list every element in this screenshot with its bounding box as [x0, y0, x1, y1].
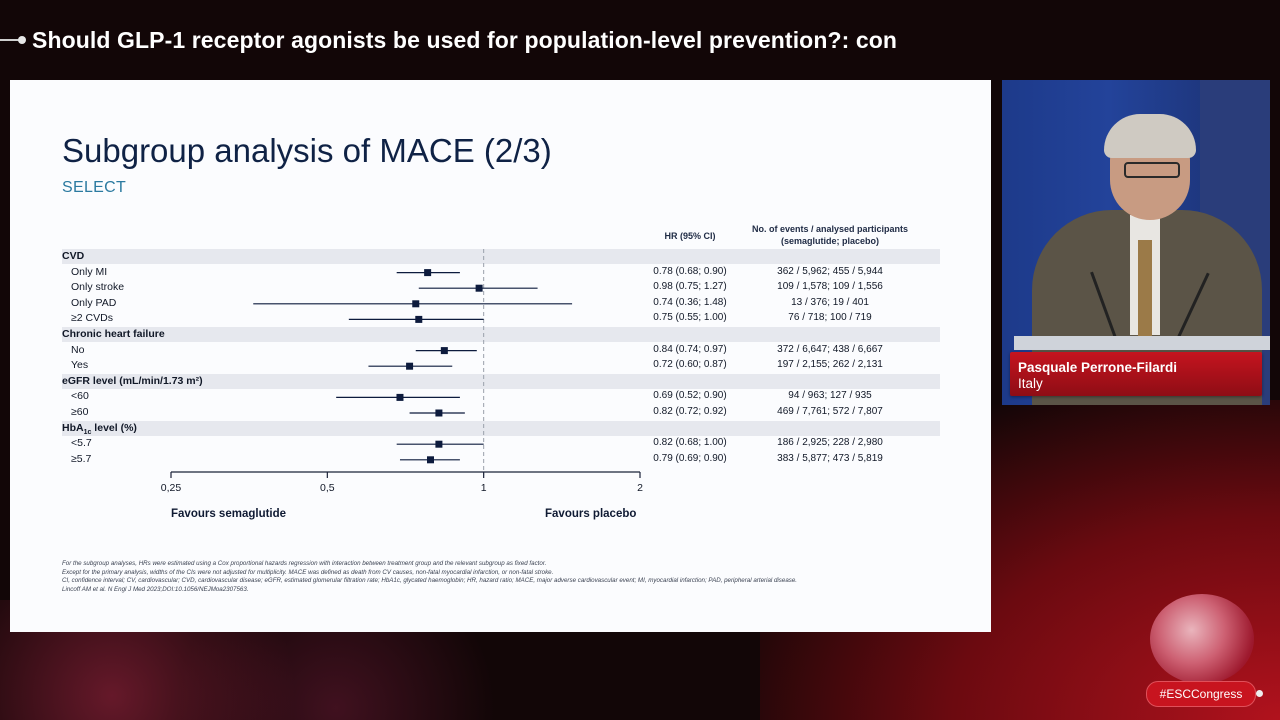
title-bullet-icon: [0, 39, 22, 41]
congress-globe-logo: [1150, 594, 1254, 684]
podium: [1014, 336, 1270, 350]
speaker-name-plate: Pasquale Perrone-Filardi Italy: [1010, 352, 1262, 396]
broadcast-title-bar: Should GLP-1 receptor agonists be used f…: [0, 18, 1000, 62]
speaker-glasses-icon: [1124, 162, 1180, 178]
speaker-name: Pasquale Perrone-Filardi: [1018, 360, 1177, 375]
footnote-line: CI, confidence interval; CV, cardiovascu…: [62, 577, 932, 586]
hr-point-marker: [412, 300, 419, 307]
hr-point-marker: [476, 285, 483, 292]
hashtag-dot-icon: [1256, 690, 1263, 697]
footnotes: For the subgroup analyses, HRs were esti…: [62, 560, 932, 594]
hr-point-marker: [424, 269, 431, 276]
broadcast-title: Should GLP-1 receptor agonists be used f…: [32, 27, 897, 54]
x-tick-label: 0,25: [161, 482, 181, 494]
x-tick-label: 1: [481, 482, 487, 494]
congress-hashtag-badge: #ESCCongress: [1146, 681, 1256, 707]
hr-point-marker: [435, 441, 442, 448]
footnote-line: For the subgroup analyses, HRs were esti…: [62, 560, 932, 569]
favours-right-label: Favours placebo: [545, 508, 636, 520]
speaker-figure-tie: [1138, 240, 1152, 340]
hr-point-marker: [441, 347, 448, 354]
speaker-country: Italy: [1018, 376, 1043, 391]
presentation-slide: Subgroup analysis of MACE (2/3) SELECT H…: [10, 80, 991, 632]
hr-point-marker: [415, 316, 422, 323]
forest-plot: [10, 80, 991, 632]
x-tick-label: 2: [637, 482, 643, 494]
speaker-figure-hair: [1104, 114, 1196, 158]
hr-point-marker: [427, 456, 434, 463]
hr-point-marker: [396, 394, 403, 401]
favours-left-label: Favours semaglutide: [171, 508, 286, 520]
x-tick-label: 0,5: [320, 482, 335, 494]
footnote-line: Except for the primary analysis, widths …: [62, 569, 932, 578]
footnote-reference: Lincoff AM et al. N Engl J Med 2023;DOI:…: [62, 586, 932, 595]
hr-point-marker: [435, 410, 442, 417]
hr-point-marker: [406, 363, 413, 370]
